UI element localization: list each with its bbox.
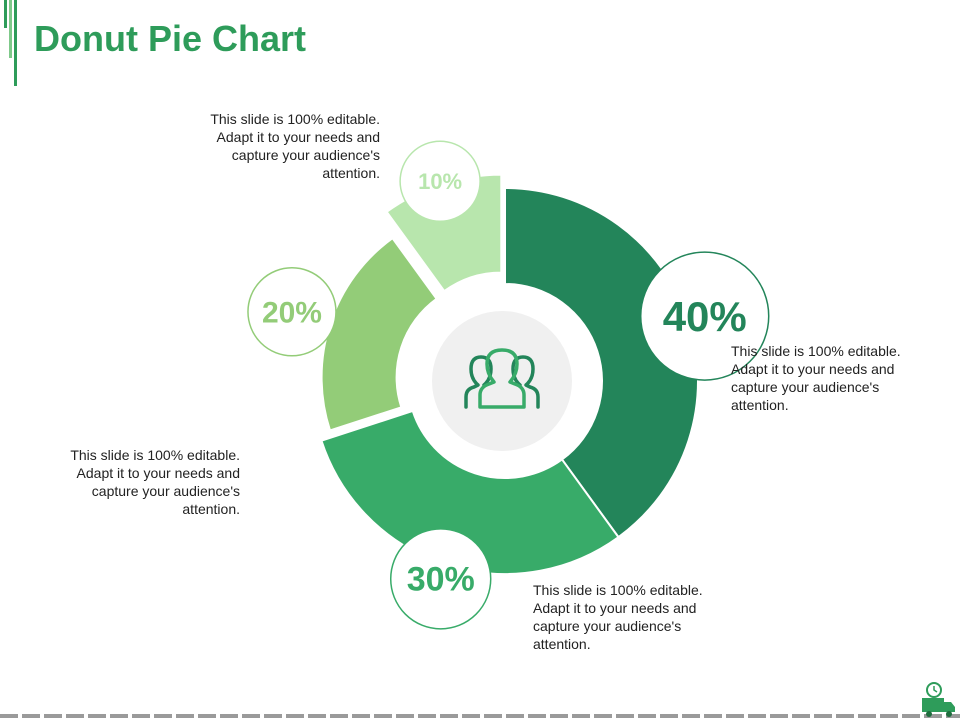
value-bubble-30pct xyxy=(389,528,492,630)
value-label-30pct: 30% xyxy=(407,561,475,599)
note-top-left: This slide is 100% editable. Adapt it to… xyxy=(210,111,380,181)
people-group-icon xyxy=(464,348,540,409)
value-label-40pct: 40% xyxy=(663,293,747,340)
donut-slice-20pct xyxy=(320,236,438,432)
accent-bar-long xyxy=(14,0,17,86)
note-left: This slide is 100% editable. Adapt it to… xyxy=(70,447,240,517)
note-right: This slide is 100% editable. Adapt it to… xyxy=(731,343,901,413)
delivery-truck-logo-icon xyxy=(922,682,955,717)
value-bubble-40pct xyxy=(639,251,770,381)
value-label-20pct: 20% xyxy=(262,296,322,329)
page-title: Donut Pie Chart xyxy=(34,18,307,59)
footer-divider xyxy=(0,714,960,718)
value-label-10pct: 10% xyxy=(418,169,462,194)
donut-slice-40pct xyxy=(504,186,699,539)
center-circle xyxy=(432,311,572,451)
value-bubble-20pct xyxy=(247,267,337,357)
donut-slice-30pct xyxy=(320,409,620,575)
accent-bar-short xyxy=(9,0,12,58)
value-bubble-10pct xyxy=(399,140,481,223)
accent-bar-tiny xyxy=(4,0,7,28)
note-bottom: This slide is 100% editable. Adapt it to… xyxy=(533,582,703,652)
